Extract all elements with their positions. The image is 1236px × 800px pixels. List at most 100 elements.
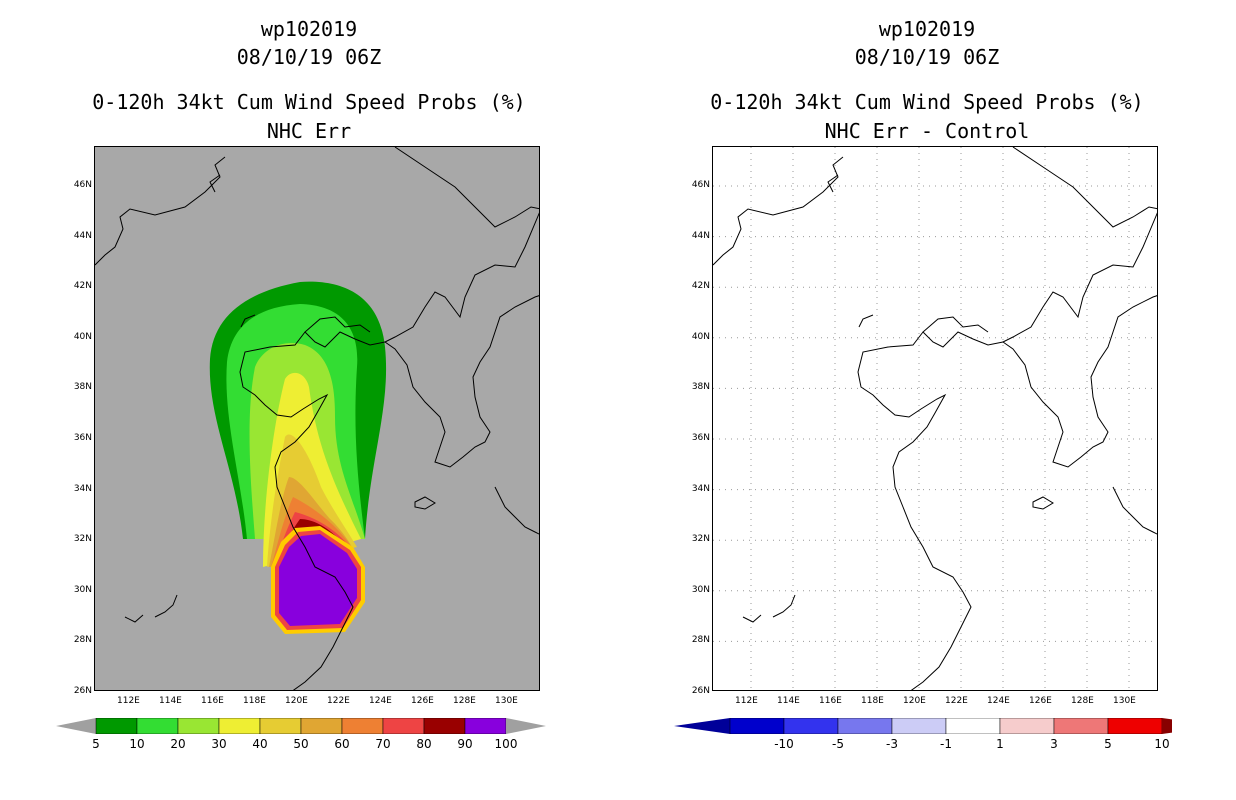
colorbar-label: -10 bbox=[774, 737, 794, 751]
lat-label: 40N bbox=[73, 331, 92, 342]
colorbar-label: 80 bbox=[416, 737, 432, 751]
lon-label: 128E bbox=[1071, 696, 1094, 706]
storm-id-title: wp102019 bbox=[260, 17, 358, 41]
colorbar-label: 60 bbox=[334, 737, 350, 751]
contour-100 bbox=[279, 534, 357, 626]
lat-label: 44N bbox=[691, 230, 710, 241]
probability-colorbar bbox=[56, 717, 554, 735]
product-title: 0-120h 34kt Cum Wind Speed Probs (%) bbox=[92, 90, 526, 114]
colorbar-label: 50 bbox=[293, 737, 309, 751]
colorbar-label: 5 bbox=[1104, 737, 1112, 751]
lon-label: 116E bbox=[201, 696, 224, 706]
map-canvas bbox=[713, 147, 1157, 690]
subtitle: NHC Err bbox=[266, 119, 352, 143]
lat-label: 34N bbox=[73, 483, 92, 494]
colorbar-box bbox=[999, 717, 1055, 735]
lat-label: 42N bbox=[73, 281, 92, 292]
colorbar-label: -5 bbox=[832, 737, 844, 751]
lat-label: 28N bbox=[691, 635, 710, 646]
lon-label: 118E bbox=[243, 696, 266, 706]
colorbar-arrow-right bbox=[506, 718, 546, 734]
colorbar-label: 20 bbox=[170, 737, 186, 751]
lat-label: 40N bbox=[691, 331, 710, 342]
map-canvas bbox=[95, 147, 539, 690]
colorbar-label: 1 bbox=[996, 737, 1004, 751]
colorbar-label: 90 bbox=[457, 737, 473, 751]
datetime-title: 08/10/19 06Z bbox=[236, 45, 382, 69]
colorbar-box bbox=[95, 717, 138, 735]
colorbar-box bbox=[729, 717, 785, 735]
colorbar-label: 3 bbox=[1050, 737, 1058, 751]
lon-label: 112E bbox=[735, 696, 758, 706]
lon-label: 124E bbox=[369, 696, 392, 706]
colorbar-label: 5 bbox=[92, 737, 100, 751]
lat-label: 32N bbox=[691, 534, 710, 545]
colorbar-box bbox=[1107, 717, 1163, 735]
lon-label: 114E bbox=[159, 696, 182, 706]
left-panel: wp102019 08/10/19 06Z 0-120h 34kt Cum Wi… bbox=[56, 17, 554, 751]
lon-label: 130E bbox=[1113, 696, 1136, 706]
lat-label: 44N bbox=[73, 230, 92, 241]
colorbar-box bbox=[259, 717, 302, 735]
colorbar-box bbox=[1053, 717, 1109, 735]
lat-label: 32N bbox=[73, 534, 92, 545]
lat-label: 30N bbox=[73, 584, 92, 595]
storm-id-title: wp102019 bbox=[878, 17, 976, 41]
colorbar-box bbox=[423, 717, 466, 735]
lat-label: 34N bbox=[691, 483, 710, 494]
colorbar-box bbox=[837, 717, 893, 735]
lon-label: 112E bbox=[117, 696, 140, 706]
lat-label: 36N bbox=[691, 433, 710, 443]
lon-label: 114E bbox=[777, 696, 800, 706]
colorbar-box bbox=[783, 717, 839, 735]
probability-map bbox=[94, 146, 540, 691]
colorbar-box bbox=[218, 717, 261, 735]
colorbar-box bbox=[136, 717, 179, 735]
lon-label: 124E bbox=[987, 696, 1010, 706]
colorbar-box bbox=[177, 717, 220, 735]
colorbar-box bbox=[341, 717, 384, 735]
colorbar-label: -1 bbox=[940, 737, 952, 751]
coastlines bbox=[713, 147, 1157, 690]
difference-colorbar bbox=[674, 717, 1218, 735]
lat-label: 46N bbox=[73, 180, 92, 190]
colorbar-label: 10 bbox=[1154, 737, 1170, 751]
lat-label: 26N bbox=[691, 686, 710, 696]
lat-label: 26N bbox=[73, 686, 92, 696]
datetime-title: 08/10/19 06Z bbox=[854, 45, 1000, 69]
colorbar-label: 10 bbox=[129, 737, 145, 751]
lat-label: 38N bbox=[73, 382, 92, 393]
colorbar-box bbox=[464, 717, 507, 735]
colorbar-label: 70 bbox=[375, 737, 391, 751]
lon-label: 126E bbox=[1029, 696, 1052, 706]
lon-label: 130E bbox=[495, 696, 518, 706]
colorbar-box bbox=[300, 717, 343, 735]
lat-label: 46N bbox=[691, 180, 710, 190]
colorbar-label: 100 bbox=[494, 737, 518, 751]
lon-label: 118E bbox=[861, 696, 884, 706]
lon-label: 128E bbox=[453, 696, 476, 706]
lat-label: 36N bbox=[73, 433, 92, 443]
lat-label: 28N bbox=[73, 635, 92, 646]
subtitle: NHC Err - Control bbox=[824, 119, 1030, 143]
colorbar-label: 40 bbox=[252, 737, 268, 751]
colorbar-label: 30 bbox=[211, 737, 227, 751]
colorbar-box bbox=[382, 717, 425, 735]
colorbar-box bbox=[945, 717, 1001, 735]
difference-map bbox=[712, 146, 1158, 691]
product-title: 0-120h 34kt Cum Wind Speed Probs (%) bbox=[710, 90, 1144, 114]
coastlines bbox=[95, 147, 539, 690]
colorbar-arrow-right bbox=[1162, 718, 1218, 734]
colorbar-label: -3 bbox=[886, 737, 898, 751]
lon-label: 116E bbox=[819, 696, 842, 706]
colorbar-arrow-left bbox=[56, 718, 96, 734]
lon-label: 120E bbox=[285, 696, 308, 706]
colorbar-arrow-left bbox=[674, 718, 730, 734]
lat-label: 30N bbox=[691, 584, 710, 595]
right-panel: wp102019 08/10/19 06Z 0-120h 34kt Cum Wi… bbox=[618, 0, 1236, 800]
lon-label: 122E bbox=[945, 696, 968, 706]
lon-label: 122E bbox=[327, 696, 350, 706]
lat-label: 42N bbox=[691, 281, 710, 292]
colorbar-box bbox=[891, 717, 947, 735]
lat-label: 38N bbox=[691, 382, 710, 393]
